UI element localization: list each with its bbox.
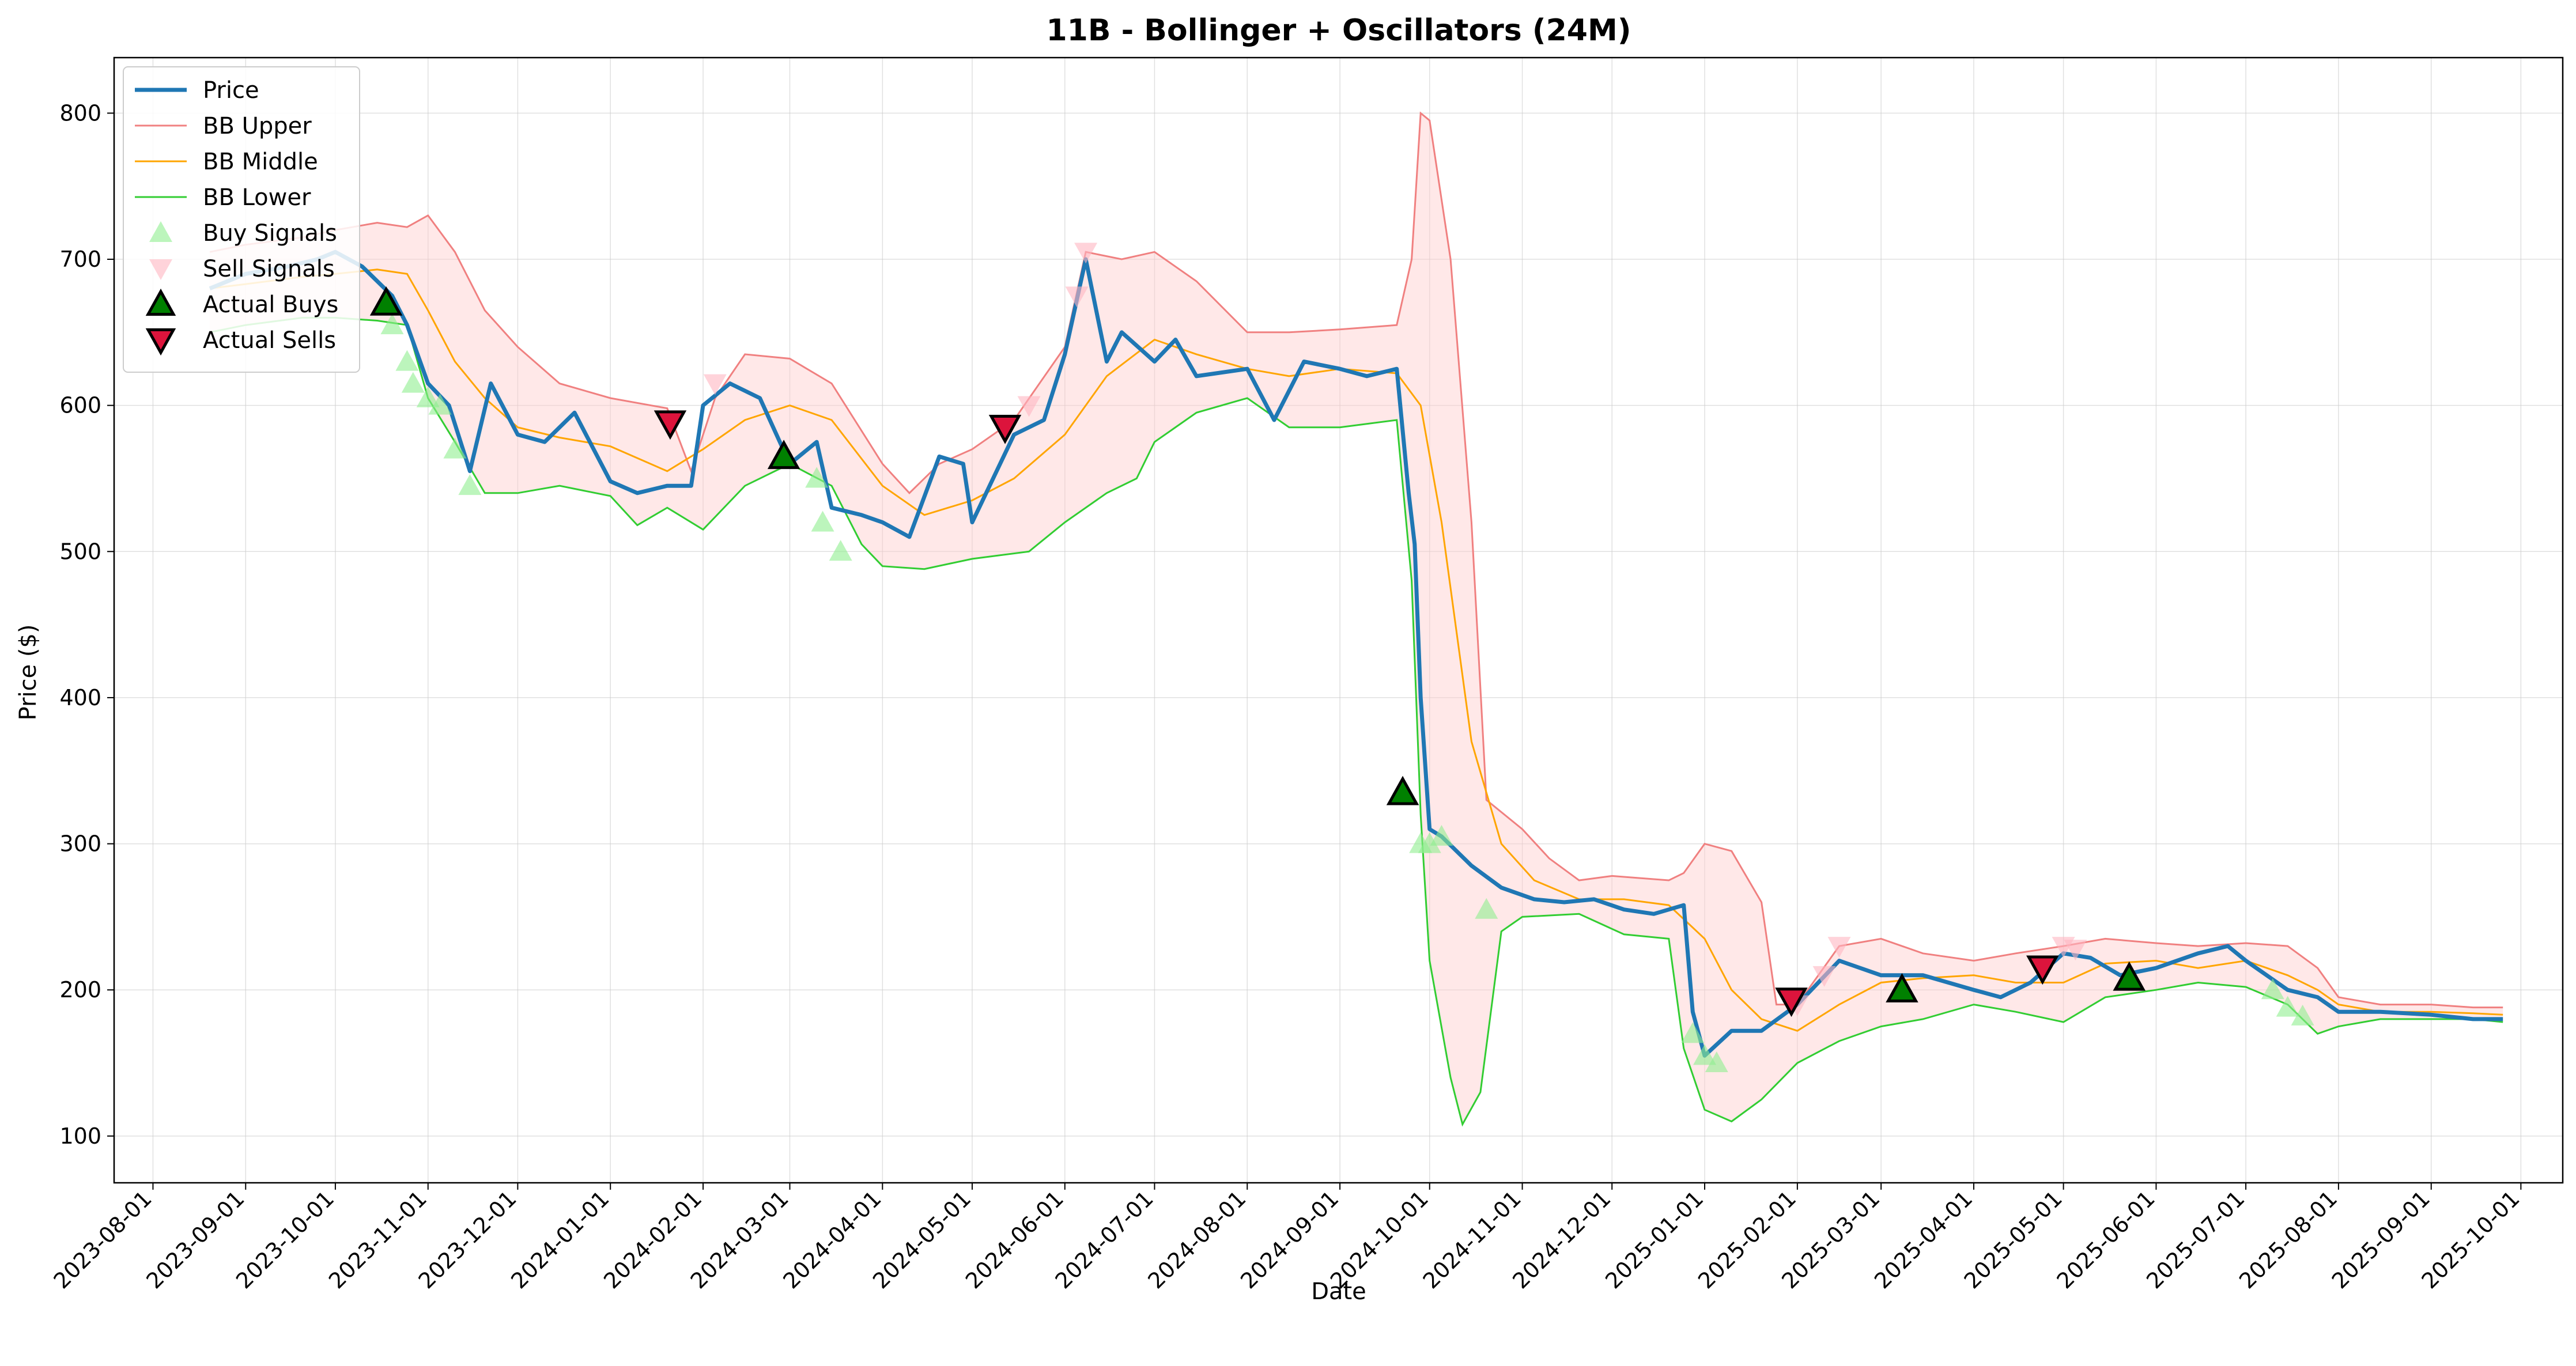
actual-buy-marker bbox=[2113, 961, 2146, 991]
sell-signal-marker bbox=[703, 374, 727, 395]
actual-sell-marker bbox=[988, 415, 1022, 444]
buy-signal-marker bbox=[428, 393, 452, 415]
actual-sell-marker bbox=[1775, 987, 1808, 1017]
buy-signal-marker bbox=[416, 386, 440, 407]
y-tick-label: 400 bbox=[59, 685, 101, 710]
actual-buy-marker bbox=[369, 286, 403, 316]
y-tick-label: 600 bbox=[59, 393, 101, 418]
price-line bbox=[209, 249, 2503, 1058]
buy-signal-marker bbox=[401, 372, 425, 393]
buy-signal-marker bbox=[1705, 1051, 1728, 1073]
y-tick-label: 800 bbox=[59, 100, 101, 126]
sell-signal-marker bbox=[1074, 243, 1098, 264]
series-lines bbox=[209, 111, 2503, 1127]
y-tick-label: 700 bbox=[59, 247, 101, 272]
buy-signal-marker bbox=[380, 313, 404, 335]
x-axis-label: Date bbox=[1311, 1278, 1366, 1305]
buy-signal-marker bbox=[805, 467, 829, 488]
sell-signal-marker bbox=[2064, 940, 2087, 961]
legend-label: Actual Sells bbox=[203, 327, 336, 354]
legend-swatch-buy-signals bbox=[149, 221, 172, 242]
buy-signal-marker bbox=[1475, 898, 1498, 919]
bollinger-band-fill bbox=[210, 113, 2503, 1125]
chart-title: 11B - Bollinger + Oscillators (24M) bbox=[1046, 13, 1631, 48]
y-tick-label: 100 bbox=[59, 1123, 101, 1149]
buy-signal-marker bbox=[1418, 832, 1441, 853]
buy-signal-marker bbox=[811, 510, 834, 532]
legend-label: Sell Signals bbox=[203, 256, 335, 282]
y-tick-label: 500 bbox=[59, 539, 101, 564]
buy-signal-marker bbox=[829, 540, 852, 561]
legend-swatch-actual-sells bbox=[145, 328, 176, 356]
sell-signal-marker bbox=[1065, 286, 1089, 308]
plot-frame bbox=[113, 56, 2564, 1184]
buy-signal-marker bbox=[2261, 978, 2284, 1000]
legend-label: Buy Signals bbox=[203, 220, 337, 247]
sell-signal-marker bbox=[1812, 966, 1836, 987]
buy-signal-marker bbox=[395, 350, 419, 371]
y-tick-label: 200 bbox=[59, 977, 101, 1002]
legend-label: BB Middle bbox=[203, 149, 318, 175]
bb-lower-line bbox=[209, 317, 2503, 1127]
buy-signal-marker bbox=[2276, 996, 2299, 1017]
buy-signal-marker bbox=[443, 437, 467, 459]
buy-signal-marker bbox=[2291, 1004, 2314, 1026]
actual-sell-marker bbox=[2026, 955, 2059, 985]
actual-buy-marker bbox=[1886, 973, 1918, 1002]
buy-signal-marker bbox=[1681, 1022, 1705, 1043]
buy-signal-marker bbox=[1430, 824, 1453, 846]
legend: Price BB Upper BB Middle BB Lower Buy Signal… bbox=[123, 66, 360, 373]
actual-buy-marker bbox=[767, 440, 800, 470]
sell-signal-marker bbox=[1827, 937, 1851, 958]
band-area bbox=[210, 113, 2503, 1125]
legend-label: BB Upper bbox=[203, 113, 312, 139]
actual-sell-marker bbox=[654, 410, 687, 440]
actual-buy-marker bbox=[1386, 775, 1419, 805]
legend-swatch-actual-buys bbox=[145, 288, 176, 316]
signal-markers bbox=[369, 243, 2314, 1073]
legend-label: Actual Buys bbox=[203, 292, 338, 318]
y-tick-label: 300 bbox=[59, 831, 101, 857]
buy-signal-marker bbox=[1693, 1044, 1717, 1065]
sell-signal-marker bbox=[1017, 396, 1041, 417]
legend-label: BB Lower bbox=[203, 184, 311, 211]
buy-signal-marker bbox=[458, 474, 482, 495]
legend-label: Price bbox=[203, 77, 259, 104]
y-axis-ticks: 100 200 300 400 500 600 700 800 bbox=[59, 100, 114, 1149]
legend-box bbox=[123, 66, 360, 373]
bb-middle-line bbox=[209, 268, 2503, 1032]
legend-swatch-sell-signals bbox=[149, 259, 172, 280]
y-axis-label: Price ($) bbox=[15, 625, 41, 721]
